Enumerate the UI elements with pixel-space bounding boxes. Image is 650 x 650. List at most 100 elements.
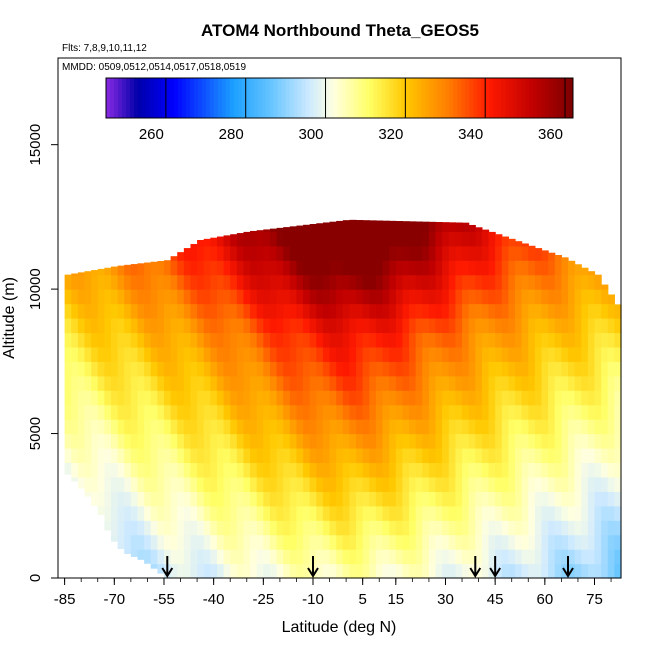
heatmap-cell — [110, 332, 119, 348]
heatmap-cell — [283, 390, 291, 406]
heatmap-cell — [137, 462, 145, 478]
colorbar-segment — [317, 78, 323, 118]
heatmap-cell — [157, 318, 165, 334]
heatmap-cell — [64, 404, 72, 420]
heatmap-cell — [236, 563, 245, 579]
heatmap-cell — [104, 448, 112, 464]
heatmap-cell — [574, 274, 582, 290]
heatmap-cell — [183, 462, 192, 478]
colorbar-segment — [265, 78, 271, 118]
heatmap-cell — [104, 491, 112, 507]
heatmap-cell — [475, 346, 483, 362]
heatmap-cell — [104, 419, 112, 435]
heatmap-cell — [197, 520, 205, 536]
heatmap-cell — [256, 289, 264, 305]
heatmap-cell — [369, 318, 377, 334]
heatmap-cell — [342, 448, 351, 464]
heatmap-cell — [216, 390, 225, 406]
heatmap-cell — [488, 231, 496, 247]
colorbar-segment — [373, 78, 378, 118]
heatmap-cell — [243, 361, 251, 377]
heatmap-cell — [369, 289, 377, 305]
heatmap-cell — [316, 433, 324, 449]
heatmap-cell — [435, 505, 443, 521]
heatmap-cell — [289, 226, 298, 232]
heatmap-cell — [144, 549, 152, 564]
heatmap-cell — [574, 289, 582, 305]
heatmap-cell — [316, 346, 324, 362]
heatmap-cell — [97, 361, 105, 377]
heatmap-cell — [197, 549, 205, 565]
heatmap-cell — [322, 505, 331, 521]
heatmap-cell — [276, 563, 284, 579]
heatmap-cell — [515, 520, 523, 536]
heatmap-cell — [296, 419, 304, 435]
heatmap-cell — [548, 404, 556, 420]
heatmap-cell — [91, 332, 99, 348]
heatmap-cell — [342, 346, 351, 362]
heatmap-cell — [203, 563, 211, 579]
heatmap-cell — [250, 404, 258, 420]
heatmap-cell — [223, 563, 231, 579]
heatmap-cell — [157, 433, 165, 449]
heatmap-cell — [177, 505, 185, 521]
heatmap-cell — [428, 375, 437, 391]
heatmap-cell — [415, 520, 423, 536]
heatmap-cell — [303, 491, 311, 507]
heatmap-cell — [587, 318, 596, 334]
heatmap-cell — [554, 433, 562, 449]
heatmap-cell — [561, 332, 569, 348]
heatmap-cell — [269, 433, 278, 449]
heatmap-cell — [223, 448, 231, 464]
heatmap-cell — [415, 346, 423, 362]
heatmap-cell — [289, 346, 298, 362]
heatmap-cell — [329, 433, 337, 449]
colorbar-segment — [285, 78, 291, 118]
heatmap-cell — [442, 361, 450, 377]
heatmap-cell — [581, 476, 589, 492]
heatmap-cell — [614, 476, 622, 492]
heatmap-cell — [236, 289, 245, 305]
heatmap-cell — [448, 462, 457, 478]
heatmap-cell — [409, 390, 417, 406]
heatmap-cell — [64, 361, 72, 377]
heatmap-cell — [303, 260, 311, 276]
heatmap-cell — [276, 289, 284, 305]
heatmap-cell — [614, 448, 622, 464]
heatmap-cell — [210, 433, 218, 449]
heatmap-cell — [210, 448, 218, 464]
heatmap-cell — [349, 289, 357, 305]
heatmap-cell — [163, 332, 172, 348]
heatmap-cell — [614, 549, 622, 565]
heatmap-cell — [495, 346, 503, 362]
heatmap-cell — [541, 448, 549, 464]
heatmap-cell — [415, 419, 423, 435]
heatmap-cell — [163, 462, 172, 478]
heatmap-cell — [303, 361, 311, 377]
heatmap-cell — [130, 346, 139, 362]
colorbar-segment — [429, 78, 434, 118]
heatmap-cell — [468, 404, 476, 420]
heatmap-cell — [501, 476, 509, 492]
y-tick-label: 0 — [27, 574, 44, 582]
heatmap-cell — [382, 245, 390, 261]
heatmap-cell — [349, 419, 357, 435]
heatmap-cell — [554, 390, 562, 406]
heatmap-cell — [508, 375, 516, 391]
heatmap-cell — [448, 404, 457, 420]
heatmap-cell — [561, 346, 569, 362]
heatmap-cell — [409, 231, 417, 247]
heatmap-cell — [369, 274, 377, 290]
heatmap-cell — [508, 238, 516, 247]
heatmap-cell — [243, 375, 251, 391]
heatmap-cell — [342, 520, 351, 536]
colorbar-segment — [173, 78, 179, 118]
heatmap-cell — [415, 274, 423, 290]
heatmap-cell — [236, 390, 245, 406]
heatmap-cell — [481, 462, 490, 478]
heatmap-cell — [157, 274, 165, 290]
heatmap-cell — [303, 419, 311, 435]
colorbar-segment — [353, 78, 358, 118]
heatmap-cell — [170, 433, 178, 449]
heatmap-cell — [475, 448, 483, 464]
